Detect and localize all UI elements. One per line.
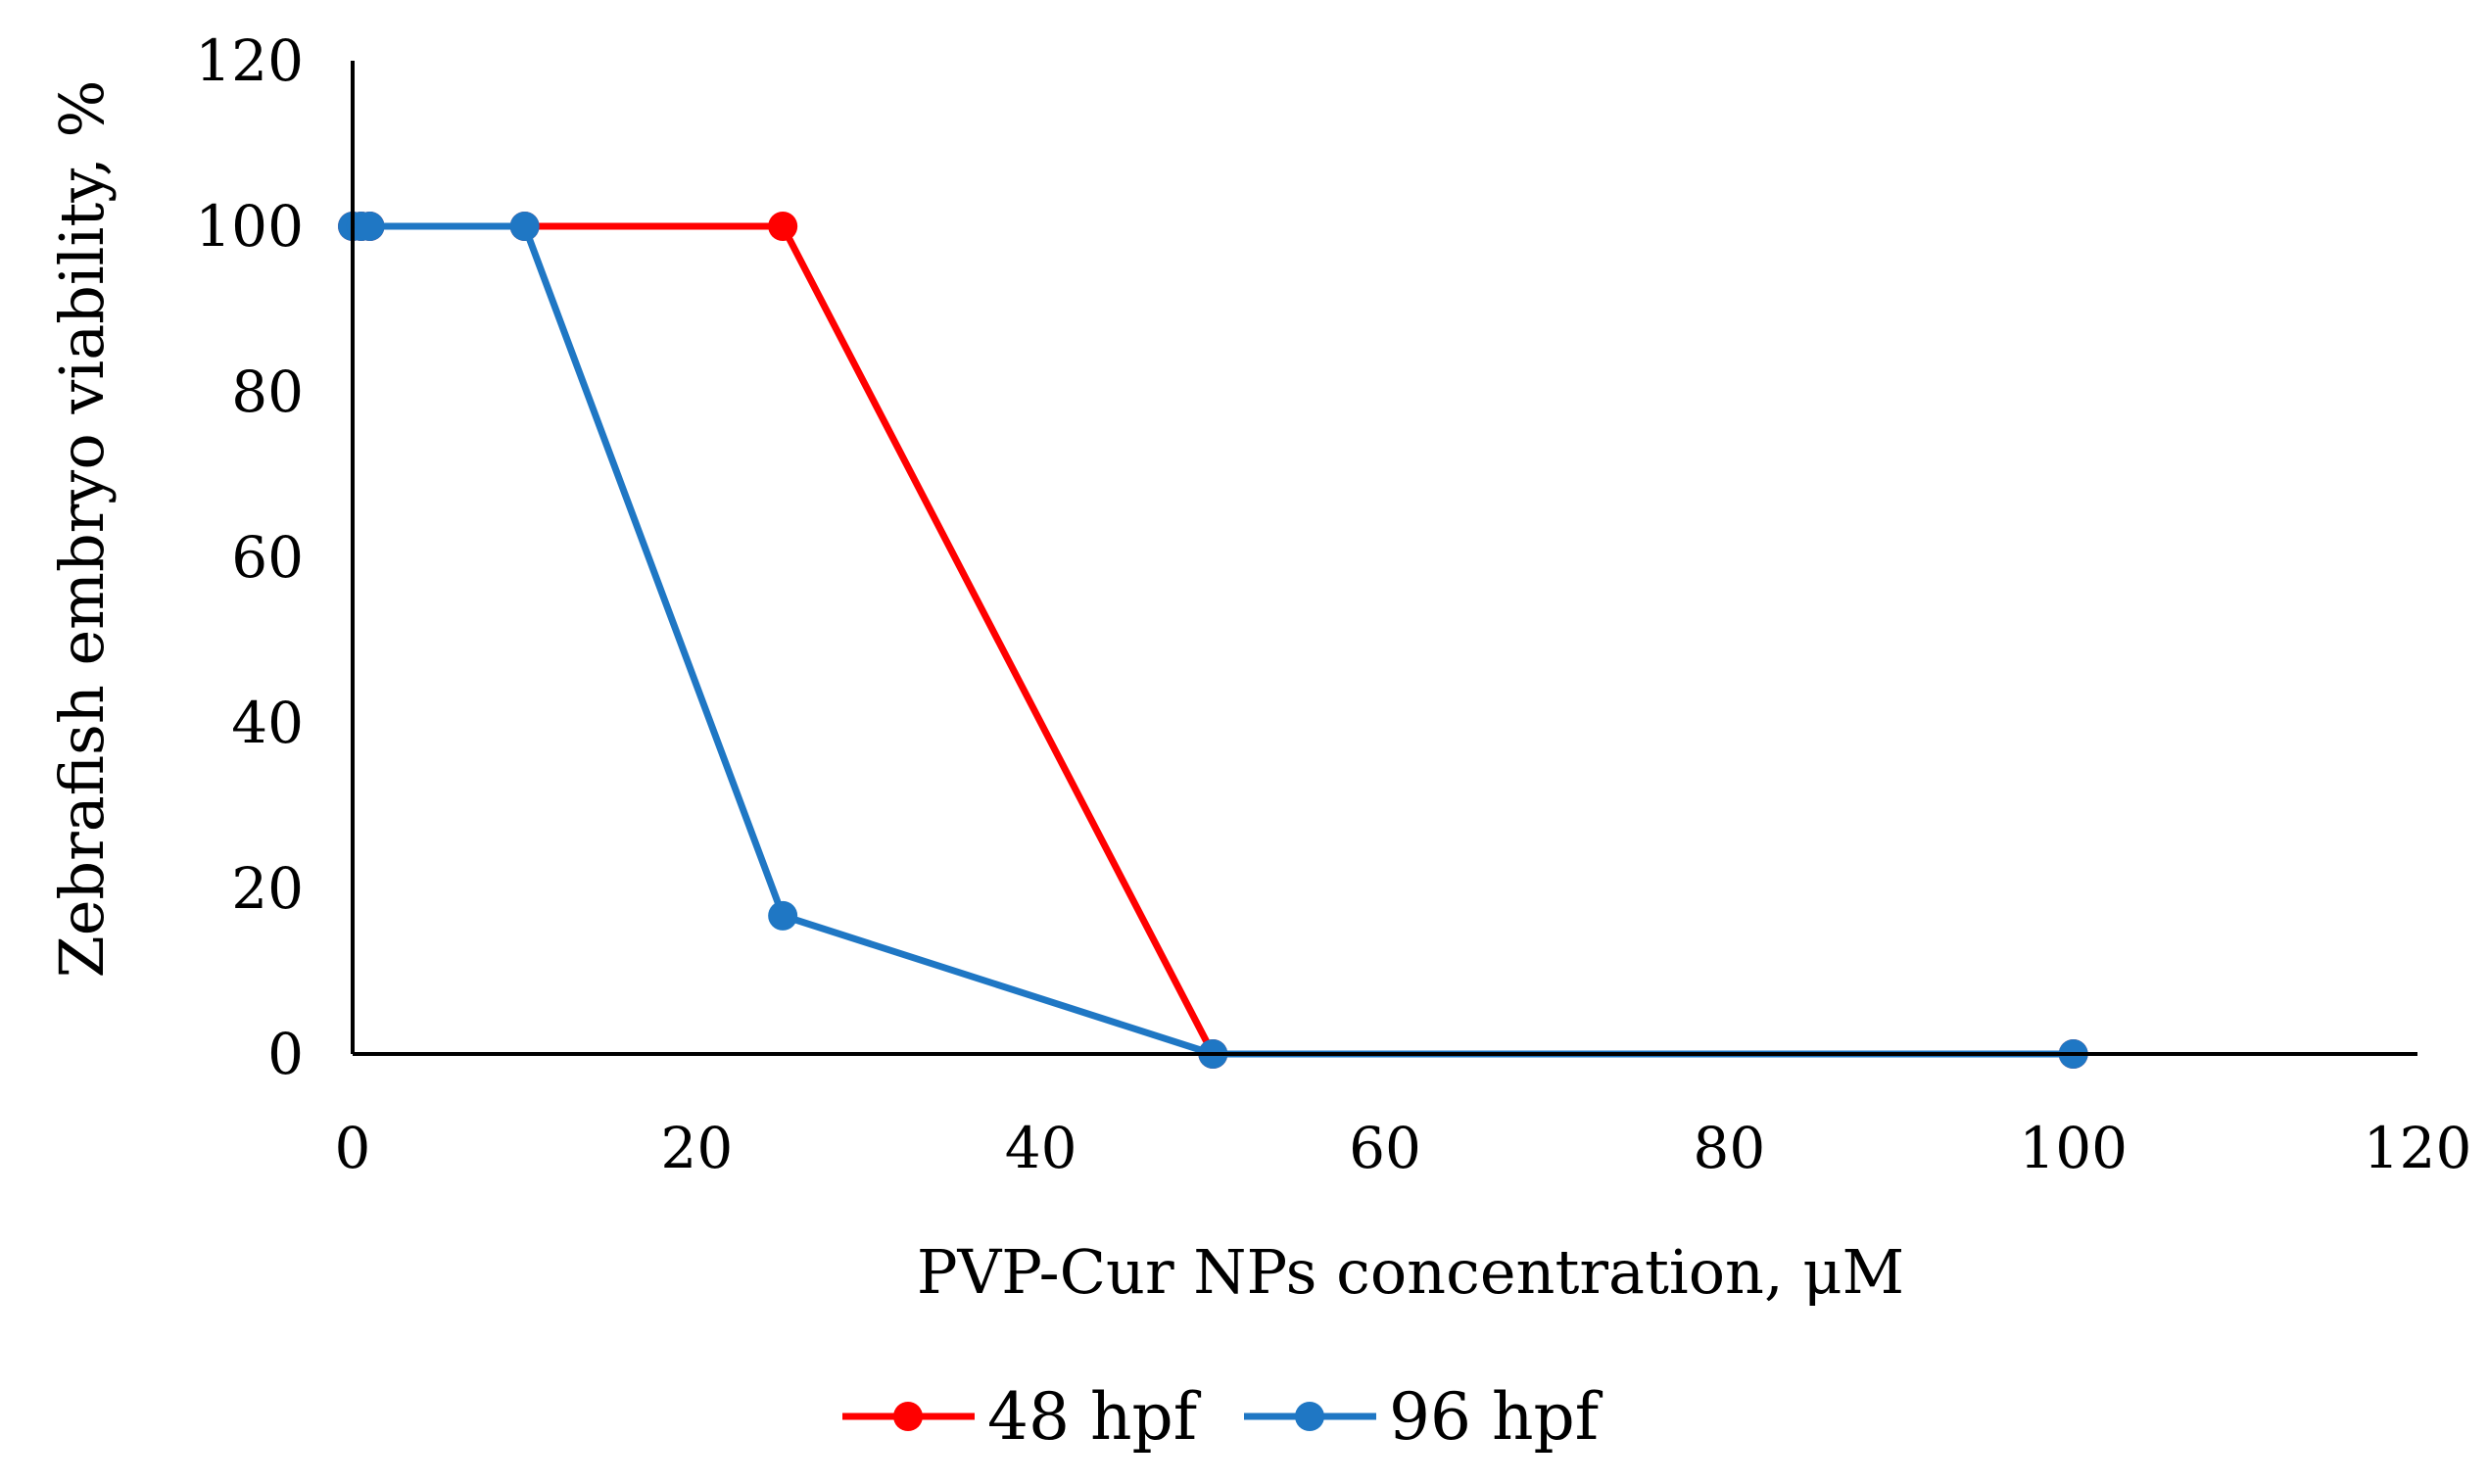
legend-item: 48 hpf	[842, 1379, 1202, 1455]
series-line	[353, 222, 2074, 1058]
y-tick-label: 100	[195, 193, 304, 260]
y-tick-label: 40	[231, 690, 304, 756]
legend-marker	[893, 1402, 923, 1431]
y-tick-label: 80	[231, 359, 304, 425]
y-axis-title: Zebrafish embryo viability, %	[46, 80, 118, 979]
y-tick-label: 120	[195, 27, 304, 94]
legend-label: 96 hpf	[1389, 1379, 1603, 1455]
series-layer	[338, 212, 2088, 1069]
y-tick-label: 60	[231, 524, 304, 591]
legend: 48 hpf 96 hpf	[842, 1379, 1603, 1455]
legend-marker	[1295, 1402, 1324, 1431]
data-point	[509, 212, 540, 241]
x-tick-label: 0	[335, 1115, 371, 1181]
x-tick-label: 120	[2364, 1115, 2472, 1181]
x-tick-label: 100	[2019, 1115, 2128, 1181]
data-point	[768, 900, 798, 931]
y-tick-label: 20	[231, 855, 304, 922]
x-tick-label: 60	[1349, 1115, 1421, 1181]
x-tick-label: 20	[660, 1115, 733, 1181]
series-0	[338, 212, 2088, 1069]
x-tick-label: 40	[1005, 1115, 1077, 1181]
legend-label: 48 hpf	[987, 1379, 1202, 1455]
x-tick-labels: 0 20 40 60 80 100 120	[335, 1115, 2472, 1181]
x-tick-label: 80	[1693, 1115, 1765, 1181]
x-axis-title: PVP-Cur NPs concentration, μM	[917, 1236, 1904, 1308]
data-point	[355, 212, 385, 241]
y-tick-label: 0	[267, 1021, 304, 1087]
series-1	[338, 212, 2088, 1069]
data-point	[768, 212, 798, 241]
y-tick-labels: 0 20 40 60 80 100 120	[195, 27, 304, 1087]
legend-item: 96 hpf	[1244, 1379, 1603, 1455]
series-line	[353, 222, 2074, 1058]
